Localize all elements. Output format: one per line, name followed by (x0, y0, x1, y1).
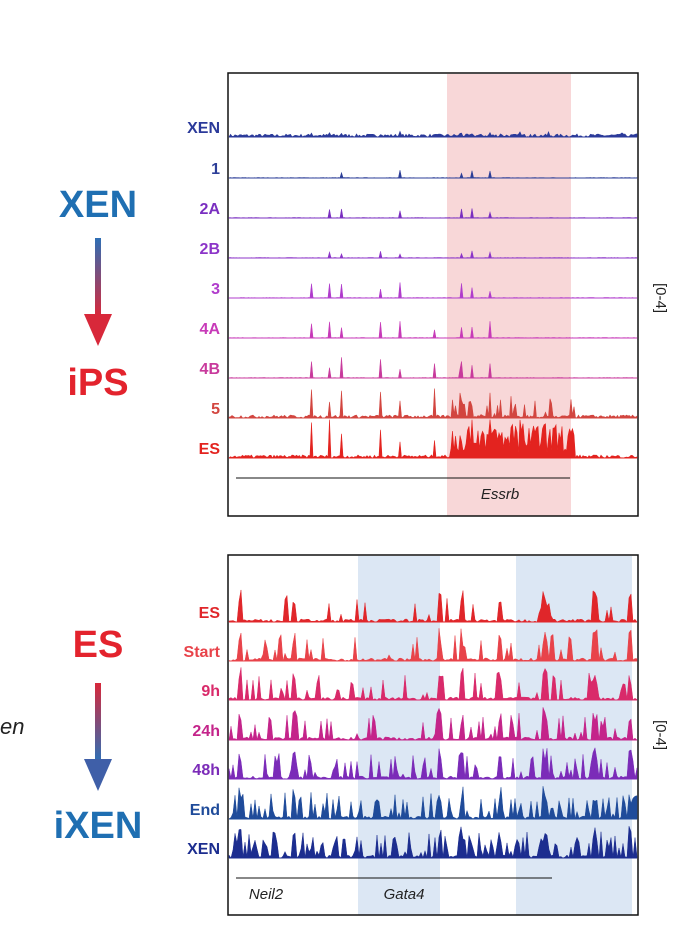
arrow-head (84, 314, 112, 346)
track-label: 2B (200, 241, 220, 258)
track-label: 9h (201, 683, 220, 700)
signal-track (228, 321, 638, 339)
signal-track (228, 667, 638, 701)
arrow (95, 238, 101, 316)
signal-track (228, 419, 638, 459)
signal-track (228, 628, 638, 662)
track-label: ES (199, 605, 221, 622)
signal-track (228, 170, 638, 179)
signal-track (228, 826, 638, 859)
from-label: ES (73, 624, 124, 666)
signal-track (228, 250, 638, 259)
gene-label: Essrb (481, 486, 519, 503)
track-label: XEN (187, 841, 220, 858)
signal-track (228, 208, 638, 219)
text-fragment: en (0, 714, 24, 739)
signal-track (228, 130, 638, 138)
range-label: [0-4] (652, 283, 669, 313)
track-label: 4B (200, 361, 220, 378)
gene-label: Gata4 (384, 886, 425, 903)
panel-frame (227, 72, 639, 517)
from-label: XEN (59, 184, 137, 226)
track-label: End (190, 802, 220, 819)
signal-track (228, 707, 638, 741)
track-label: 1 (211, 161, 220, 178)
signal-track (228, 786, 638, 820)
signal-track (228, 282, 638, 299)
track-label: 2A (200, 201, 221, 218)
signal-track (228, 388, 638, 419)
to-label: iXEN (54, 805, 143, 847)
track-label: 5 (211, 401, 220, 418)
to-label: iPS (67, 362, 128, 404)
track-label: ES (199, 441, 221, 458)
panel-frame (227, 554, 639, 916)
signal-track (228, 357, 638, 379)
gene-label: Neil2 (249, 886, 284, 903)
track-label: 24h (192, 723, 220, 740)
arrow (95, 683, 101, 761)
signal-track (228, 746, 638, 780)
track-label: 48h (192, 762, 220, 779)
tracks: XEN 1 2A 2B 3 4A 4B 5 ES ES Start 9h 24h 48h End XEN (184, 120, 638, 859)
track-label: XEN (187, 120, 220, 137)
track-label: 3 (211, 281, 220, 298)
signal-track (228, 589, 638, 623)
arrow-head (84, 759, 112, 791)
track-label: 4A (200, 321, 221, 338)
track-label: Start (184, 644, 221, 661)
range-label: [0-4] (652, 720, 669, 750)
